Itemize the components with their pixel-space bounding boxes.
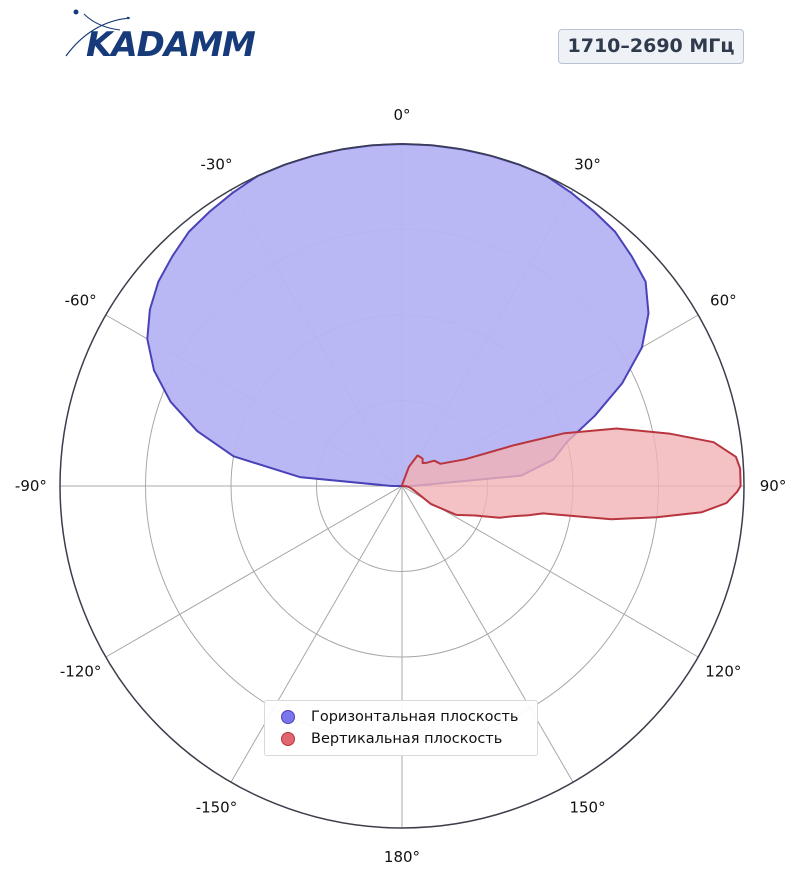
angle-label-150: 150° bbox=[569, 798, 605, 816]
outer-ring-layer bbox=[59, 143, 745, 829]
logo-swoosh-icon-2 bbox=[83, 13, 121, 31]
angle-label-60: 60° bbox=[710, 291, 737, 309]
angle-label-90: 90° bbox=[760, 477, 787, 495]
angle-label--30: -30° bbox=[200, 156, 232, 174]
angle-label--60: -60° bbox=[65, 291, 97, 309]
logo-text: KADAMM bbox=[86, 25, 256, 64]
legend-swatch-horizontal bbox=[281, 710, 295, 724]
logo-dot-icon bbox=[73, 9, 79, 15]
angle-label--150: -150° bbox=[196, 798, 238, 816]
angle-label--120: -120° bbox=[60, 663, 102, 681]
logo-star-icon bbox=[126, 16, 130, 20]
legend: Горизонтальная плоскость Вертикальная пл… bbox=[264, 700, 538, 756]
series-area-vertical bbox=[401, 427, 742, 521]
angle-label-120: 120° bbox=[705, 663, 741, 681]
outer-ring bbox=[59, 143, 745, 829]
angle-labels: 0° 30° 60° 90° 120° 150° 180° -150° -120° -90° -60… bbox=[15, 106, 786, 866]
series-layer bbox=[146, 143, 742, 521]
legend-item-vertical: Вертикальная плоскость bbox=[281, 728, 502, 750]
legend-label-vertical: Вертикальная плоскость bbox=[311, 731, 503, 747]
legend-swatch-vertical bbox=[281, 732, 295, 746]
legend-item-horizontal: Горизонтальная плоскость bbox=[281, 706, 518, 728]
angle-label--90: -90° bbox=[15, 477, 47, 495]
kadamm-logo: KADAMM bbox=[65, 9, 257, 64]
angle-label-180: 180° bbox=[384, 848, 420, 866]
legend-label-horizontal: Горизонтальная плоскость bbox=[311, 709, 519, 725]
logo-swoosh-icon bbox=[65, 17, 131, 57]
angle-label-0: 0° bbox=[393, 106, 410, 124]
angle-label-30: 30° bbox=[574, 156, 601, 174]
frequency-badge: 1710–2690 МГц bbox=[558, 29, 744, 64]
